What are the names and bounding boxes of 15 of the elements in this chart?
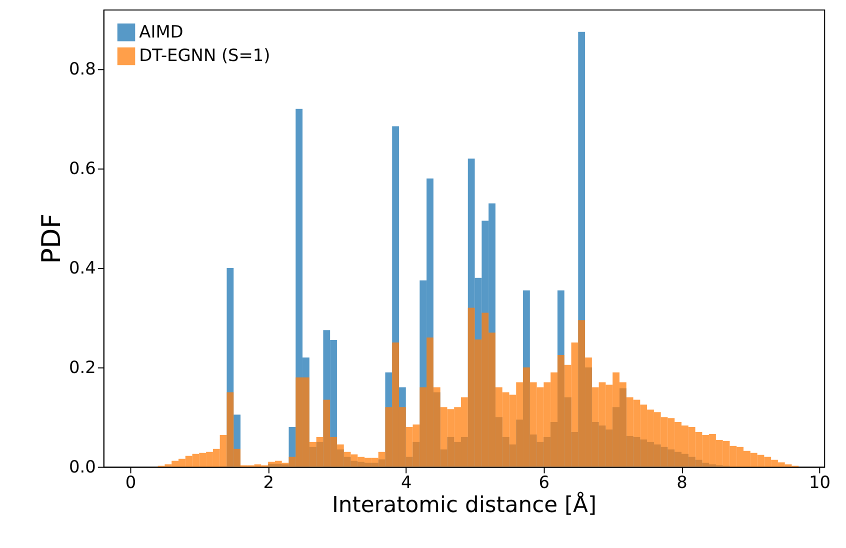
x-axis-title: Interatomic distance [Å] — [332, 491, 597, 518]
x-tick-label: 4 — [401, 472, 412, 492]
x-tick-label: 0 — [125, 472, 136, 492]
x-tick-label: 10 — [809, 472, 831, 492]
legend-label: DT-EGNN (S=1) — [139, 45, 270, 66]
x-tick-label: 8 — [676, 472, 688, 492]
x-tick-label: 6 — [538, 472, 550, 492]
y-tick-label: 0.2 — [69, 356, 96, 377]
y-tick-label: 0.6 — [69, 158, 96, 178]
y-tick-label: 0.8 — [69, 58, 96, 79]
x-tick-label: 2 — [263, 472, 274, 492]
legend-label: AIMD — [139, 21, 184, 42]
y-tick-label: 0.0 — [69, 456, 96, 476]
y-axis-title: PDF — [37, 213, 68, 264]
y-tick-label: 0.4 — [69, 257, 96, 278]
